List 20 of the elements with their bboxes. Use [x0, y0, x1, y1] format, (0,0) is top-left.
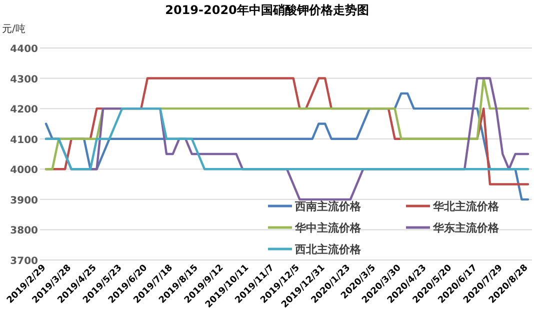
- legend-label: 华北主流价格: [432, 200, 500, 213]
- legend-label: 西北主流价格: [294, 243, 362, 256]
- legend-item: 华东主流价格: [406, 222, 499, 234]
- legend-item: 西北主流价格: [268, 243, 361, 256]
- ytick: 4000: [10, 165, 38, 176]
- legend-label: 华东主流价格: [432, 222, 500, 234]
- ytick: 4400: [10, 44, 38, 55]
- legend-item: 西南主流价格: [268, 200, 361, 213]
- title: 2019-2020年中国硝酸钾价格走势图: [165, 3, 369, 17]
- ytick: 4200: [10, 104, 38, 116]
- legend-item: 华北主流价格: [406, 200, 499, 213]
- ytick: 4100: [10, 134, 38, 146]
- ytick: 3900: [10, 195, 38, 206]
- ytick: 3700: [10, 256, 38, 267]
- ytick: 4300: [10, 74, 38, 86]
- legend-label: 西南主流价格: [294, 200, 362, 213]
- ytick: 3800: [10, 226, 38, 237]
- legend-label: 华中主流价格: [294, 222, 362, 234]
- ylabel: 元/吨: [2, 24, 26, 35]
- legend-item: 华中主流价格: [268, 222, 361, 234]
